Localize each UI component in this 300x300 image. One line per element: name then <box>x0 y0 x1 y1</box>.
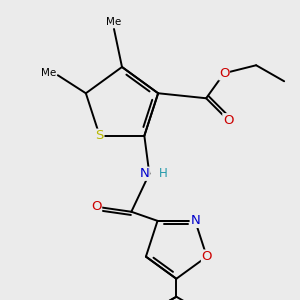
Text: O: O <box>202 250 212 263</box>
Text: S: S <box>95 129 104 142</box>
Text: O: O <box>91 200 102 213</box>
Text: O: O <box>223 114 233 127</box>
Text: O: O <box>219 67 230 80</box>
Text: N: N <box>190 214 200 227</box>
Text: Me: Me <box>40 68 56 78</box>
Text: N: N <box>140 167 149 180</box>
Text: Me: Me <box>106 17 122 27</box>
Text: H: H <box>159 167 168 180</box>
